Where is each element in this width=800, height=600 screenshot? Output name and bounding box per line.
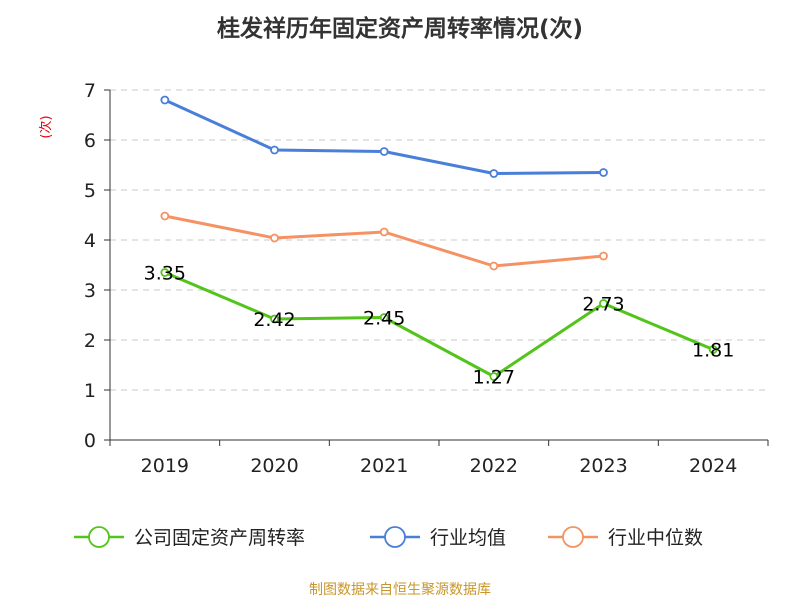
data-point (160, 211, 170, 221)
gridlines (110, 89, 768, 391)
y-tick-label: 1 (84, 380, 96, 402)
data-point (379, 313, 389, 322)
legend-item: 公司固定资产周转率 (74, 526, 305, 549)
series-0 (160, 268, 718, 381)
series-1 (160, 95, 608, 178)
data-point (489, 261, 499, 271)
legend: 公司固定资产周转率 行业均值 行业中位数 (74, 526, 703, 549)
data-point (160, 95, 170, 105)
data-point (270, 145, 279, 155)
legend-label: 公司固定资产周转率 (134, 527, 305, 549)
x-tick-label: 2023 (579, 455, 627, 477)
legend-marker (88, 526, 110, 548)
legend-label: 行业中位数 (608, 527, 703, 549)
data-label: 3.35 (144, 263, 186, 285)
x-tick-label: 2019 (141, 455, 189, 477)
data-labels: 3.35 2.42 2.45 1.27 2.73 1.81 (144, 263, 735, 389)
y-tick-label: 5 (84, 180, 96, 202)
data-point (379, 227, 389, 237)
x-tick-label: 2024 (689, 455, 737, 477)
y-tick-label: 2 (84, 330, 96, 352)
series-line (164, 271, 714, 378)
data-label: 2.42 (253, 309, 295, 331)
chart-title: 桂发祥历年固定资产周转率情况(次) (217, 15, 583, 42)
data-point (270, 314, 279, 324)
data-point (599, 251, 608, 261)
series-2 (160, 211, 608, 271)
legend-marker (562, 526, 584, 548)
series-line (164, 98, 604, 175)
data-label: 2.73 (582, 294, 624, 316)
legend-marker (384, 526, 406, 548)
data-point (379, 147, 389, 156)
data-label: 1.81 (692, 340, 734, 362)
x-tick-label: 2021 (360, 455, 408, 477)
data-point (489, 372, 499, 381)
y-tick-label: 3 (84, 280, 96, 302)
y-tick-label: 4 (84, 230, 96, 252)
data-point (599, 299, 608, 308)
legend-item: 行业均值 (370, 526, 506, 549)
y-tick-label: 6 (84, 130, 96, 152)
data-point (160, 268, 170, 277)
series-line (164, 214, 604, 268)
data-point (599, 168, 608, 177)
legend-label: 行业均值 (430, 527, 506, 549)
y-tick-label: 0 (84, 430, 96, 452)
series-layer (160, 95, 718, 381)
x-tick-label: 2022 (470, 455, 518, 477)
data-point (489, 169, 499, 178)
y-axis-unit-label: (次) (38, 115, 54, 138)
legend-item: 行业中位数 (548, 526, 703, 549)
y-tick-label: 7 (84, 80, 96, 102)
data-point (708, 345, 718, 354)
x-tick-label: 2020 (250, 455, 298, 477)
source-note: 制图数据来自恒生聚源数据库 (309, 582, 491, 598)
data-label: 1.27 (473, 367, 515, 389)
data-point (270, 233, 279, 243)
data-label: 2.45 (363, 308, 405, 330)
axes: 0 1 2 3 4 5 6 7 2019 2020 2021 2022 2023 2024 (84, 80, 769, 477)
